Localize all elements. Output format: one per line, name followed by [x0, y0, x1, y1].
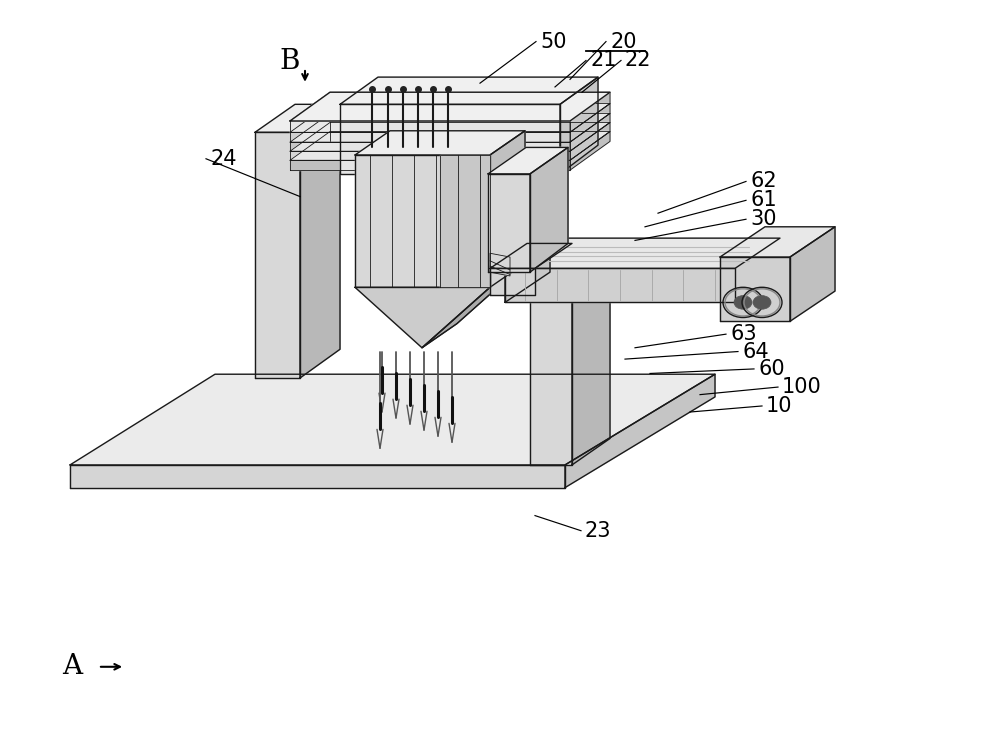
Circle shape	[734, 296, 752, 309]
Polygon shape	[530, 295, 572, 465]
Polygon shape	[790, 227, 835, 321]
Circle shape	[753, 296, 771, 309]
Text: 61: 61	[750, 191, 777, 210]
Polygon shape	[490, 268, 535, 295]
Polygon shape	[290, 142, 570, 151]
Polygon shape	[570, 122, 610, 160]
Polygon shape	[530, 268, 610, 295]
Polygon shape	[340, 77, 598, 104]
Polygon shape	[290, 132, 610, 160]
Text: 20: 20	[610, 32, 637, 51]
Polygon shape	[440, 155, 490, 287]
Text: 62: 62	[750, 172, 777, 191]
Polygon shape	[70, 374, 715, 465]
Text: 50: 50	[540, 32, 566, 51]
Polygon shape	[290, 104, 610, 132]
Polygon shape	[490, 243, 572, 268]
Text: 10: 10	[766, 396, 792, 416]
Polygon shape	[355, 155, 490, 287]
Polygon shape	[290, 151, 570, 160]
Polygon shape	[570, 132, 610, 170]
Polygon shape	[488, 174, 530, 272]
Polygon shape	[340, 104, 560, 174]
Text: 64: 64	[742, 342, 769, 361]
Text: 21: 21	[590, 51, 616, 70]
Polygon shape	[505, 238, 780, 268]
Polygon shape	[570, 104, 610, 142]
Text: A: A	[62, 653, 82, 680]
Polygon shape	[560, 77, 598, 174]
Polygon shape	[490, 253, 510, 276]
Polygon shape	[422, 263, 525, 348]
Polygon shape	[488, 147, 568, 174]
Polygon shape	[290, 92, 610, 121]
Text: 30: 30	[750, 209, 776, 229]
Polygon shape	[422, 263, 525, 348]
Text: 22: 22	[625, 51, 652, 70]
Polygon shape	[505, 238, 550, 302]
Polygon shape	[290, 92, 610, 121]
Text: 100: 100	[782, 377, 822, 397]
Polygon shape	[290, 121, 570, 132]
Polygon shape	[355, 131, 525, 155]
Polygon shape	[565, 374, 715, 488]
Polygon shape	[70, 465, 565, 488]
Polygon shape	[290, 122, 610, 151]
Text: 60: 60	[758, 359, 785, 379]
Polygon shape	[720, 257, 790, 321]
Polygon shape	[720, 227, 835, 257]
Polygon shape	[300, 104, 340, 378]
Polygon shape	[505, 268, 735, 302]
Polygon shape	[570, 113, 610, 151]
Polygon shape	[572, 268, 610, 465]
Polygon shape	[255, 104, 340, 132]
Polygon shape	[570, 92, 610, 132]
Text: 63: 63	[730, 324, 757, 344]
Polygon shape	[255, 132, 300, 378]
Polygon shape	[355, 287, 490, 348]
Polygon shape	[290, 113, 610, 142]
Polygon shape	[290, 132, 570, 142]
Text: 24: 24	[210, 149, 237, 169]
Polygon shape	[490, 131, 525, 287]
Text: 23: 23	[585, 521, 612, 541]
Polygon shape	[530, 147, 568, 272]
Polygon shape	[290, 160, 570, 170]
Text: B: B	[280, 48, 300, 76]
